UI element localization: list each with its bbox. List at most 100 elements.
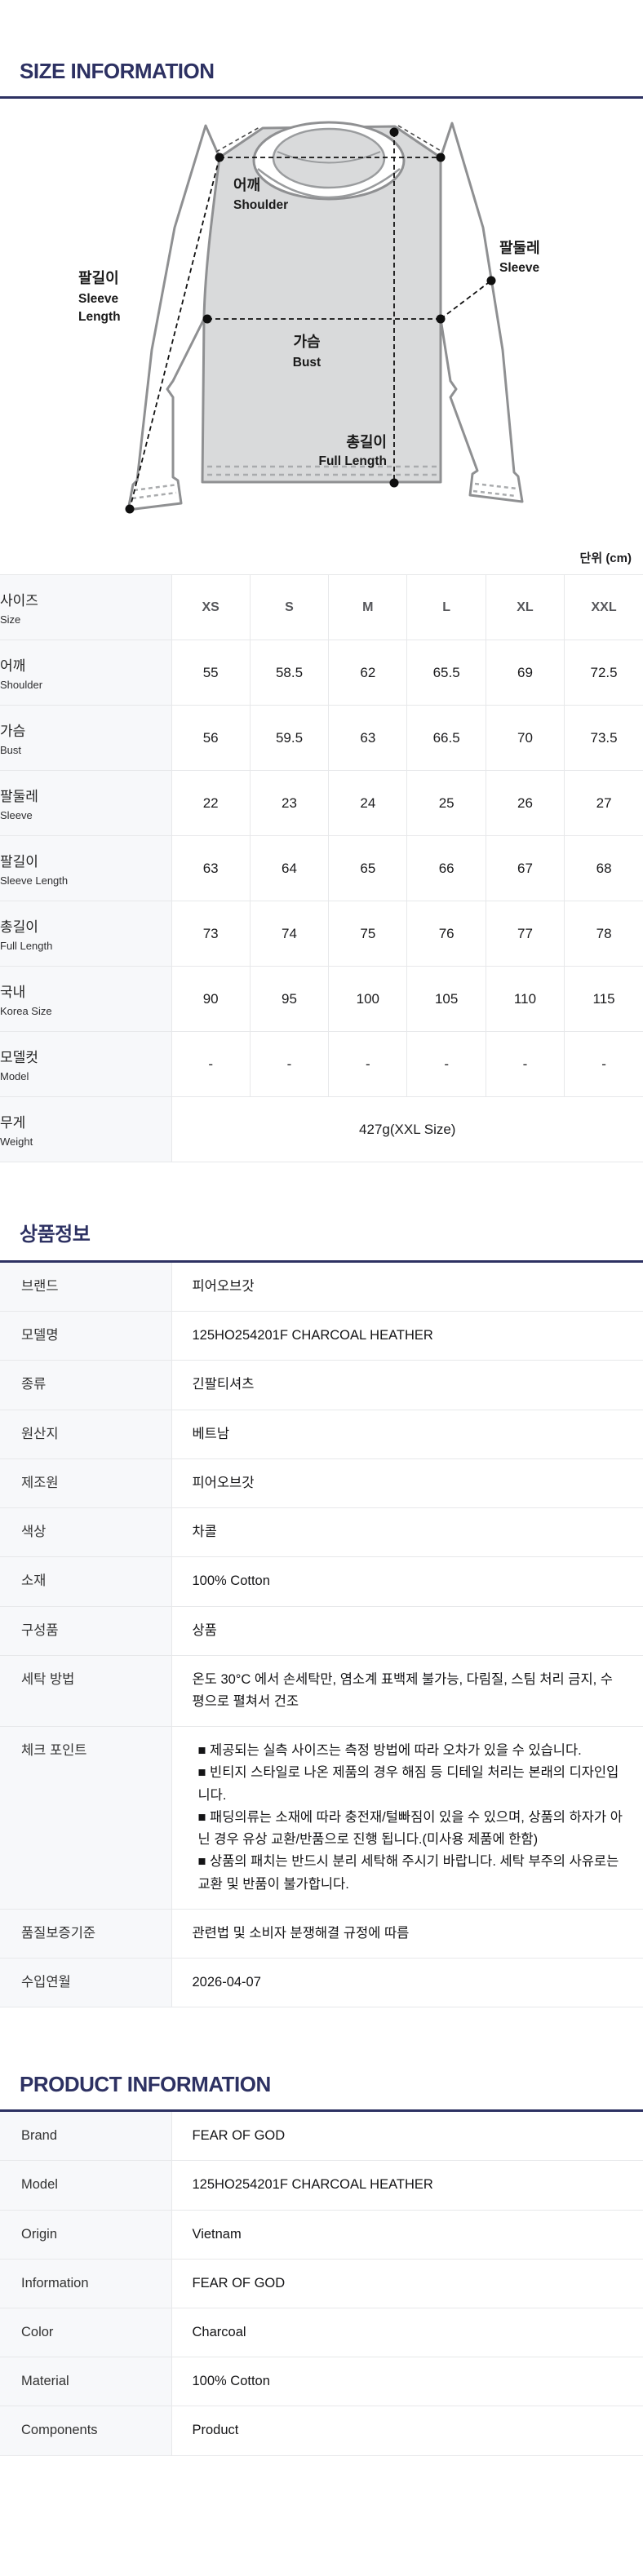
size-table-row: 모델컷 Model - - - - - - — [0, 1031, 643, 1097]
size-information-title: SIZE INFORMATION — [0, 0, 643, 99]
product-info-row: 모델명 125HO254201F CHARCOAL HEATHER — [0, 1311, 643, 1361]
product-information-row: Origin Vietnam — [0, 2210, 643, 2260]
size-value-cell: 59.5 — [249, 705, 330, 771]
size-value-cell: 24 — [328, 770, 408, 836]
size-value-cell: - — [564, 1031, 643, 1097]
diagram-full-length-label-ko: 총길이 — [346, 433, 387, 450]
size-value-cell: 72.5 — [564, 640, 643, 706]
info-row-label: 색상 — [0, 1507, 172, 1557]
size-value-cell: 76 — [406, 901, 486, 967]
size-diagram: 어깨 Shoulder 팔둘레 Sleeve 팔길이 Sleeve Length… — [0, 99, 643, 520]
size-row-label: 팔둘레 Sleeve — [0, 770, 172, 836]
product-info-row: 체크 포인트 ■ 제공되는 실측 사이즈는 측정 방법에 따라 오차가 있을 수 … — [0, 1726, 643, 1910]
info-row-label: 수입연월 — [0, 1958, 172, 2007]
size-value-cell: 95 — [249, 966, 330, 1032]
info-row-label: Information — [0, 2259, 172, 2308]
product-info-row: 종류 긴팔티셔츠 — [0, 1360, 643, 1410]
size-value-cell: 56 — [171, 705, 251, 771]
info-row-label: 구성품 — [0, 1606, 172, 1656]
product-info-row: 세탁 방법 온도 30°C 에서 손세탁만, 염소계 표백제 불가능, 다림질, … — [0, 1655, 643, 1727]
info-row-label: 원산지 — [0, 1410, 172, 1459]
size-row-label: 어깨 Shoulder — [0, 640, 172, 706]
row-label-korean: 사이즈 — [0, 593, 38, 609]
size-value-cell: 63 — [328, 705, 408, 771]
row-label-korean: 무게 — [0, 1115, 26, 1131]
product-information-row: Material 100% Cotton — [0, 2357, 643, 2406]
info-row-value: Charcoal — [192, 2325, 246, 2340]
info-row-label: Color — [0, 2308, 172, 2357]
info-row-label: Model — [0, 2160, 172, 2211]
size-value-cell: 66.5 — [406, 705, 486, 771]
size-value-cell: 110 — [485, 966, 565, 1032]
row-label-english: Size — [0, 613, 21, 626]
product-info-row: 브랜드 피어오브갓 — [0, 1263, 643, 1312]
size-value-cell: 63 — [171, 835, 251, 901]
product-info-row: 원산지 베트남 — [0, 1410, 643, 1459]
size-table-row: 팔둘레 Sleeve 22 23 24 25 26 27 — [0, 770, 643, 836]
info-row-label: 소재 — [0, 1556, 172, 1607]
size-value-cell: 55 — [171, 640, 251, 706]
size-value-cell: 65.5 — [406, 640, 486, 706]
size-value-cell: 73 — [171, 901, 251, 967]
size-row-label: 총길이 Full Length — [0, 901, 172, 967]
info-row-label: 종류 — [0, 1360, 172, 1410]
size-row-label: 가슴 Bust — [0, 705, 172, 771]
size-table-row: 가슴 Bust 56 59.5 63 66.5 70 73.5 — [0, 705, 643, 771]
row-label-korean: 팔길이 — [0, 854, 38, 870]
size-value-cell: - — [328, 1031, 408, 1097]
product-info-row: 구성품 상품 — [0, 1606, 643, 1656]
info-row-value: 상품 — [192, 1622, 217, 1638]
info-row-value: 125HO254201F CHARCOAL HEATHER — [192, 1328, 433, 1343]
product-information-table: Brand FEAR OF GOD Model 125HO254201F CHARCO… — [0, 2112, 643, 2456]
size-row-label: 팔길이 Sleeve Length — [0, 835, 172, 901]
product-information-row: Components Product — [0, 2406, 643, 2456]
row-label-korean: 어깨 — [0, 658, 26, 674]
size-table-header-row: 사이즈 Size XS S M L XL XXL — [0, 574, 643, 640]
size-corner-cell: 사이즈 Size — [0, 574, 172, 640]
product-info-row: 색상 차콜 — [0, 1507, 643, 1557]
product-information-title: PRODUCT INFORMATION — [0, 2007, 643, 2113]
info-row-label: 모델명 — [0, 1311, 172, 1361]
check-point-line: ■ 빈티지 스타일로 나온 제품의 경우 해짐 등 디테일 처리는 본래의 디자… — [197, 1765, 619, 1803]
row-label-korean: 총길이 — [0, 919, 38, 935]
tshirt-measure-illustration: 어깨 Shoulder 팔둘레 Sleeve 팔길이 Sleeve Length… — [78, 121, 540, 514]
size-value-cell: 22 — [171, 770, 251, 836]
size-value-cell: - — [485, 1031, 565, 1097]
check-point-line: ■ 제공되는 실측 사이즈는 측정 방법에 따라 오차가 있을 수 있습니다. — [197, 1743, 582, 1759]
weight-row-label: 무게 Weight — [0, 1096, 172, 1162]
diagram-full-length-label-en: Full Length — [318, 454, 387, 468]
size-value-cell: 62 — [328, 640, 408, 706]
info-row-label: Origin — [0, 2210, 172, 2260]
info-row-label: Brand — [0, 2112, 172, 2161]
size-table-row: 어깨 Shoulder 55 58.5 62 65.5 69 72.5 — [0, 640, 643, 706]
diagram-shoulder-label-ko: 어깨 — [233, 177, 260, 193]
row-label-english: Shoulder — [0, 679, 43, 691]
row-label-english: Model — [0, 1070, 29, 1082]
size-value-cell: 67 — [485, 835, 565, 901]
size-value-cell: 115 — [564, 966, 643, 1032]
info-row-label: 품질보증기준 — [0, 1909, 172, 1959]
info-row-label: Components — [0, 2406, 172, 2456]
row-label-korean: 국내 — [0, 985, 26, 1000]
info-row-value: 온도 30°C 에서 손세탁만, 염소계 표백제 불가능, 다림질, 스팀 처리… — [192, 1671, 614, 1709]
product-information-row: Model 125HO254201F CHARCOAL HEATHER — [0, 2160, 643, 2211]
check-point-line: ■ 패딩의류는 소재에 따라 충전재/털빠짐이 있을 수 있으며, 상품의 하자… — [197, 1809, 623, 1848]
size-value-cell: 69 — [485, 640, 565, 706]
weight-row: 무게 Weight 427g(XXL Size) — [0, 1096, 643, 1162]
row-label-korean: 모델컷 — [0, 1050, 38, 1065]
info-row-value: 관련법 및 소비자 분쟁해결 규정에 따름 — [192, 1925, 410, 1941]
size-column-header: XS — [171, 574, 251, 640]
size-value-cell: 77 — [485, 901, 565, 967]
size-value-cell: 78 — [564, 901, 643, 967]
info-row-value: 차콜 — [192, 1525, 217, 1540]
size-value-cell: 26 — [485, 770, 565, 836]
size-value-cell: - — [406, 1031, 486, 1097]
info-row-value: 긴팔티셔츠 — [192, 1377, 255, 1392]
info-row-value: 100% Cotton — [192, 1573, 270, 1589]
size-value-cell: 25 — [406, 770, 486, 836]
row-label-korean: 가슴 — [0, 724, 26, 739]
row-label-english: Weight — [0, 1135, 33, 1148]
row-label-korean: 팔둘레 — [0, 789, 38, 804]
product-info-table-ko: 브랜드 피어오브갓 모델명 125HO254201F CHARCOAL HEATHER… — [0, 1263, 643, 2008]
